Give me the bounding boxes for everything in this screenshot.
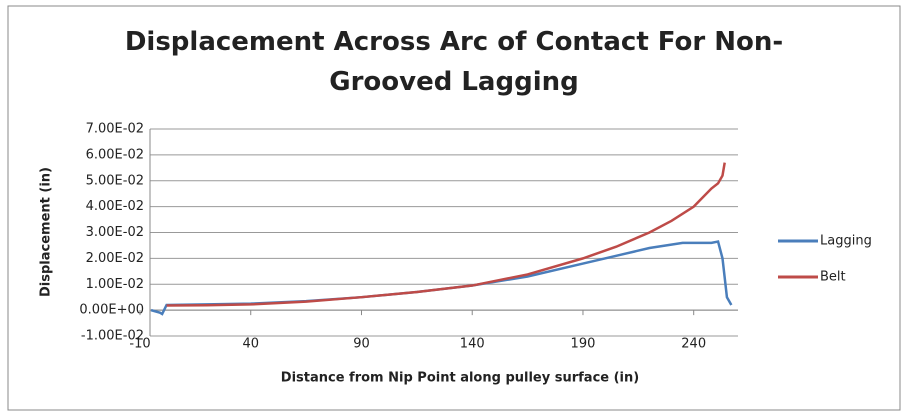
y-tick-label: 6.00E-02 <box>86 147 144 162</box>
x-tick-label: 240 <box>681 337 706 352</box>
y-tick-label: 1.00E-02 <box>86 277 144 292</box>
line <box>166 162 726 307</box>
y-tick-label: 0.00E+00 <box>79 303 144 318</box>
chart-border <box>7 5 901 411</box>
y-tick-label: 3.00E-02 <box>86 225 144 240</box>
y-tick-label: -1.00E-02 <box>81 329 144 344</box>
legend-label: Lagging <box>820 234 872 249</box>
legend-label: Belt <box>820 270 846 285</box>
y-tick-label: 2.00E-02 <box>86 251 144 266</box>
chart-title: Displacement Across Arc of Contact For N… <box>124 27 784 97</box>
y-tick-label: 7.00E-02 <box>86 122 144 137</box>
y-tick-label: 5.00E-02 <box>86 173 144 188</box>
x-tick-label: 190 <box>571 337 596 352</box>
x-tick-label: 40 <box>242 337 259 352</box>
y-tick-label: 4.00E-02 <box>86 199 144 214</box>
x-axis-title: Distance from Nip Point along pulley sur… <box>281 371 639 386</box>
y-axis-title: Displacement (in) <box>39 167 54 297</box>
line <box>150 240 733 316</box>
x-tick-label: 90 <box>353 337 370 352</box>
x-tick-label: -10 <box>129 337 150 352</box>
x-tick-label: 140 <box>460 337 485 352</box>
